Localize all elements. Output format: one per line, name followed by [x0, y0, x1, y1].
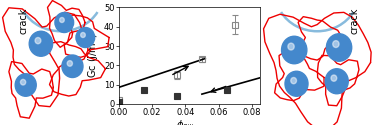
Circle shape — [76, 28, 95, 48]
Circle shape — [331, 75, 337, 81]
Circle shape — [55, 12, 74, 32]
Circle shape — [20, 79, 26, 85]
Circle shape — [60, 18, 64, 22]
Circle shape — [288, 43, 294, 50]
Circle shape — [15, 74, 36, 96]
Circle shape — [67, 61, 72, 66]
Circle shape — [325, 69, 348, 94]
Text: crack: crack — [349, 8, 359, 34]
Circle shape — [326, 34, 352, 61]
Circle shape — [62, 55, 83, 78]
Circle shape — [291, 78, 296, 84]
X-axis label: $\phi_{Silica}$: $\phi_{Silica}$ — [176, 118, 202, 125]
Circle shape — [29, 31, 52, 56]
Circle shape — [333, 41, 339, 48]
Circle shape — [282, 36, 307, 64]
Circle shape — [285, 71, 308, 96]
Y-axis label: Gc (J/m$^2$): Gc (J/m$^2$) — [85, 33, 101, 78]
Circle shape — [35, 38, 41, 44]
Text: crack: crack — [18, 8, 28, 34]
Circle shape — [81, 32, 85, 38]
